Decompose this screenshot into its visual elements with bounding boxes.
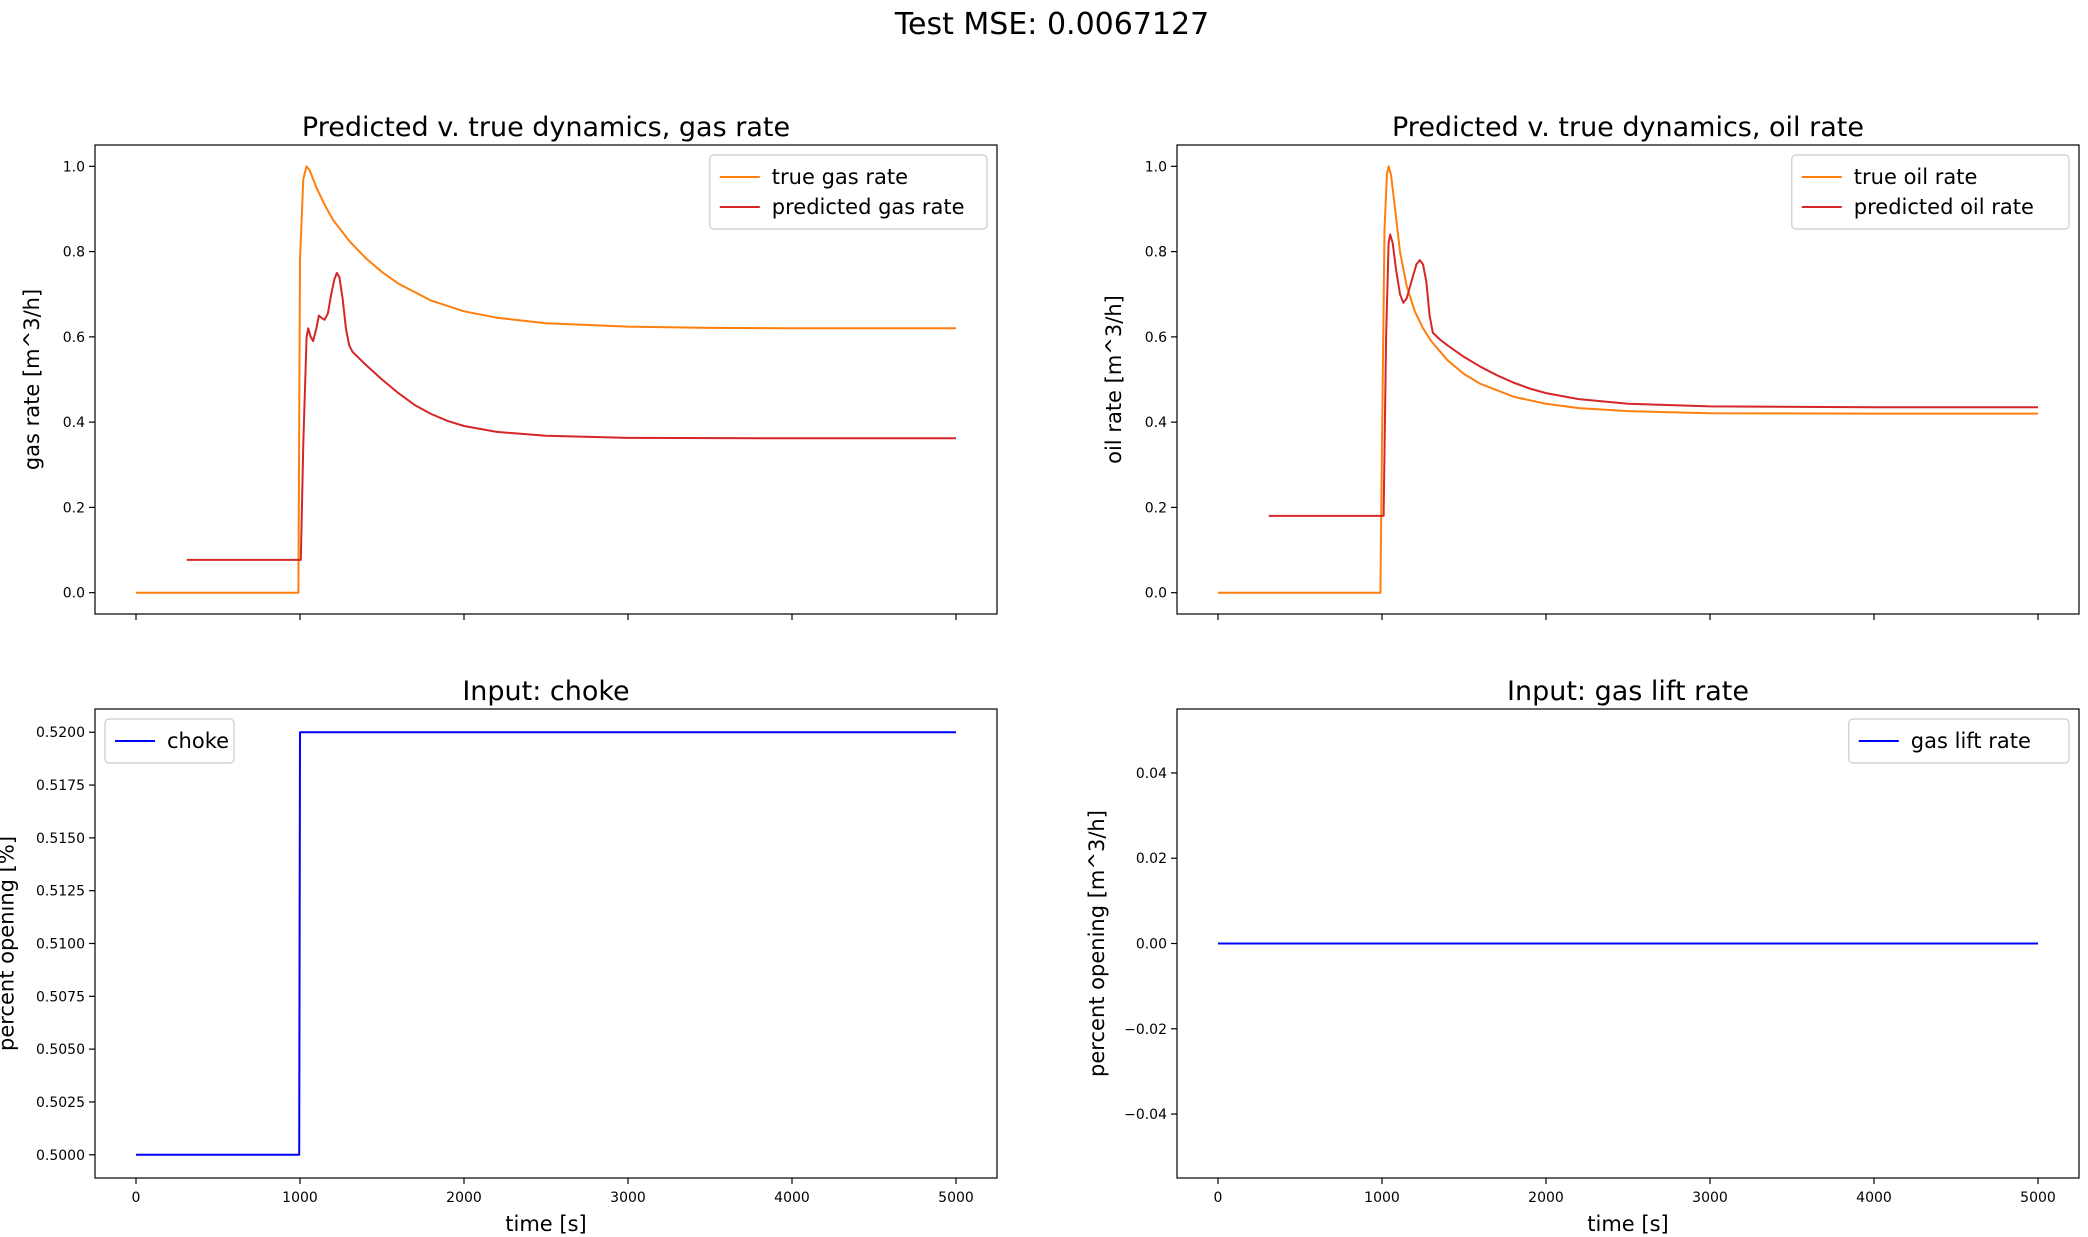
subplot-3: Input: choke 0 1000 2000 3000 4000 5000 0.5000 0… [0, 676, 998, 1236]
y-tick-label: 0.5075 [36, 989, 85, 1005]
y-axis-label: percent opening [%] [0, 836, 18, 1051]
x-tick-label: 1000 [1364, 1190, 1400, 1206]
series-line-true-oil-rate [1218, 165, 2038, 594]
x-tick-label: 4000 [774, 1190, 810, 1206]
plot-frame [94, 708, 998, 1179]
y-tick-label: 0.04 [1136, 766, 1167, 782]
y-tick-label: 0.5125 [36, 884, 85, 900]
legend: true gas rate predicted gas rate [709, 154, 988, 230]
plot-frame [1176, 144, 2080, 615]
x-axis-label: time [s] [1587, 1212, 1668, 1236]
legend-label: true gas rate [772, 165, 908, 189]
legend-label: predicted gas rate [772, 195, 965, 219]
legend-label: true oil rate [1854, 165, 1978, 189]
y-tick-label: −0.04 [1124, 1107, 1167, 1123]
x-tick-label: 2000 [1528, 1190, 1564, 1206]
y-tick-label: 0.2 [1145, 500, 1167, 516]
subplot-title: Input: choke [462, 676, 629, 707]
y-tick-label: 0.5050 [36, 1042, 85, 1058]
subplot-4: Input: gas lift rate 0 1000 2000 3000 4000 500… [1085, 676, 2080, 1236]
y-tick-label: 0.8 [63, 245, 85, 261]
subplot-title: Predicted v. true dynamics, oil rate [1392, 112, 1864, 143]
subplot-title: Input: gas lift rate [1507, 676, 1749, 707]
x-tick-label: 3000 [610, 1190, 646, 1206]
x-tick-label: 5000 [938, 1190, 974, 1206]
legend-box [709, 154, 988, 230]
x-tick-label: 0 [132, 1190, 141, 1206]
subplot-2: Predicted v. true dynamics, oil rate 0.0 0… [1102, 112, 2080, 620]
series-line-true-gas-rate [136, 165, 956, 594]
legend-label: predicted oil rate [1854, 195, 2034, 219]
y-tick-label: 0.02 [1136, 851, 1167, 867]
y-tick-label: 0.6 [63, 330, 85, 346]
y-tick-label: 0.6 [1145, 330, 1167, 346]
y-axis-label: oil rate [m^3/h] [1102, 295, 1126, 464]
y-tick-label: 0.8 [1145, 245, 1167, 261]
x-tick-label: 3000 [1692, 1190, 1728, 1206]
legend: gas lift rate [1848, 718, 2070, 764]
legend: true oil rate predicted oil rate [1791, 154, 2070, 230]
legend-label: choke [167, 729, 229, 753]
x-tick-label: 5000 [2020, 1190, 2056, 1206]
y-axis-label: gas rate [m^3/h] [20, 289, 44, 470]
series-line-predicted-oil-rate [1268, 233, 2038, 517]
y-tick-label: 0.00 [1136, 937, 1167, 953]
figure-title: Test MSE: 0.0067127 [894, 7, 1209, 42]
y-tick-label: 0.4 [1145, 415, 1167, 431]
y-tick-label: 0.0 [1145, 586, 1167, 602]
y-tick-label: 1.0 [63, 159, 85, 175]
legend-box [1791, 154, 2070, 230]
y-tick-label: 0.5000 [36, 1148, 85, 1164]
legend: choke [104, 718, 235, 764]
x-axis-label: time [s] [505, 1212, 586, 1236]
y-tick-label: 0.5150 [36, 831, 85, 847]
y-tick-label: 0.2 [63, 500, 85, 516]
y-tick-label: 0.5100 [36, 937, 85, 953]
x-tick-label: 4000 [1856, 1190, 1892, 1206]
y-axis-label: percent opening [m^3/h] [1085, 810, 1109, 1077]
series-line-predicted-gas-rate [186, 271, 956, 561]
y-tick-label: 0.0 [63, 586, 85, 602]
plot-frame [94, 144, 998, 615]
y-tick-label: 0.5025 [36, 1095, 85, 1111]
y-tick-label: 0.5200 [36, 725, 85, 741]
x-tick-label: 1000 [282, 1190, 318, 1206]
x-tick-label: 0 [1214, 1190, 1223, 1206]
legend-label: gas lift rate [1911, 729, 2031, 753]
y-tick-label: 1.0 [1145, 159, 1167, 175]
y-tick-label: 0.4 [63, 415, 85, 431]
legend-box [104, 718, 235, 764]
subplot-1: Predicted v. true dynamics, gas rate 0.0 0… [20, 112, 998, 620]
series-line-choke [136, 731, 956, 1156]
subplot-title: Predicted v. true dynamics, gas rate [302, 112, 790, 143]
x-tick-label: 2000 [446, 1190, 482, 1206]
legend-box [1848, 718, 2070, 764]
y-tick-label: 0.5175 [36, 778, 85, 794]
y-tick-label: −0.02 [1124, 1022, 1167, 1038]
